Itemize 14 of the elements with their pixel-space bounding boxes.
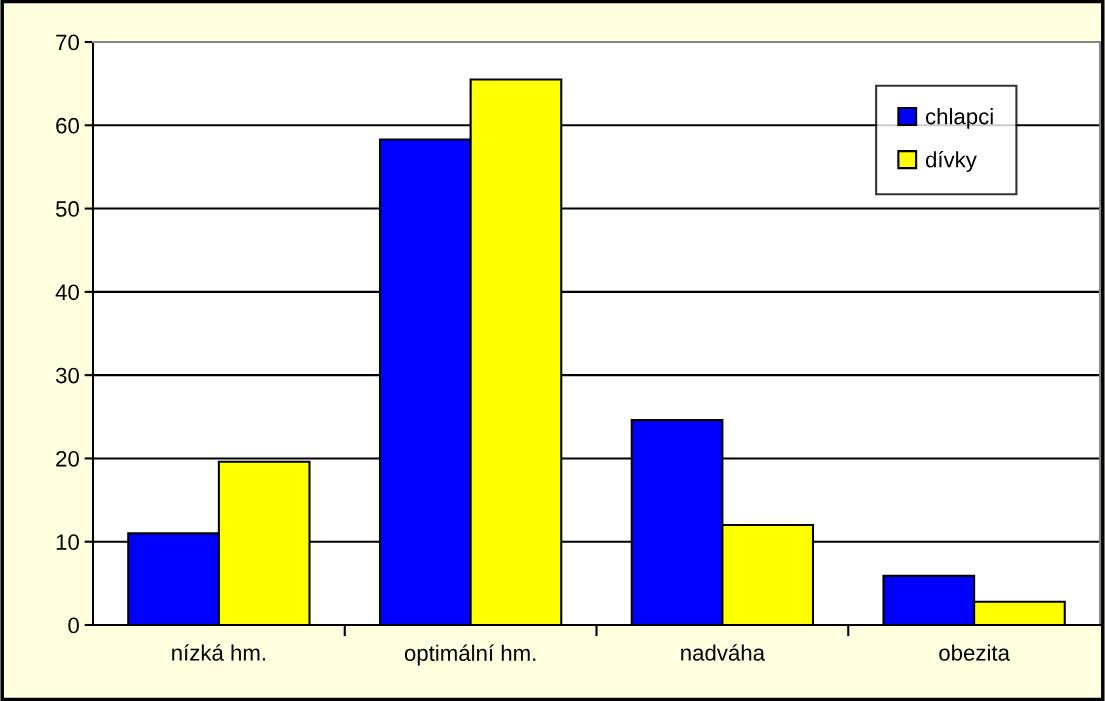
x-tick-label: optimální hm.: [404, 644, 536, 666]
y-tick-label: 20: [56, 450, 79, 467]
y-tick-label: 50: [55, 201, 79, 217]
y-tick-label: 60: [56, 117, 79, 134]
y-tick-label: 40: [55, 284, 79, 301]
legend-label: dívky: [925, 151, 977, 172]
y-tick-label: 30: [55, 367, 79, 384]
y-tick-label: 70: [56, 34, 79, 51]
x-tick-label: nízká hm.: [172, 644, 266, 661]
y-tick-label: 10: [56, 534, 79, 550]
y-tick-label: 0: [68, 617, 79, 634]
legend-label: chlapci: [925, 108, 993, 129]
x-tick-label: obezita: [939, 644, 1010, 661]
x-tick-label: nadváha: [681, 644, 766, 661]
